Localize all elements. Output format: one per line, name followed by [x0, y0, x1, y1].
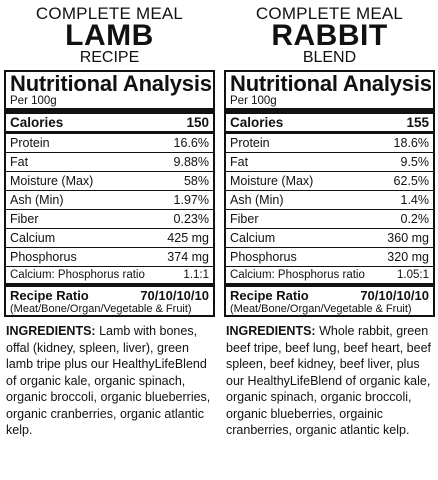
- nutrient-value: 320 mg: [387, 250, 429, 264]
- ingredients-label: INGREDIENTS:: [226, 324, 316, 338]
- rabbit-column: COMPLETE MEAL RABBIT BLEND Nutritional A…: [224, 0, 435, 437]
- nutrient-label: Fiber: [10, 212, 39, 226]
- ingredients-text: Lamb with bones, offal (kidney, spleen, …: [6, 324, 211, 437]
- recipe-ratio-detail: (Meat/Bone/Organ/Vegetable & Fruit): [10, 303, 192, 315]
- nutrient-label: Moisture (Max): [10, 174, 94, 188]
- nutrient-row: Calcium 360 mg: [226, 229, 433, 248]
- nutrient-value: 18.6%: [393, 136, 429, 150]
- thick-divider: [6, 108, 213, 114]
- nutrient-label: Moisture (Max): [230, 174, 314, 188]
- ratio-label: Calcium: Phosphorus ratio: [230, 269, 365, 281]
- nutrient-row: Calcium 425 mg: [6, 229, 213, 248]
- nutrient-row: Moisture (Max) 58%: [6, 172, 213, 191]
- nutrient-row: Fiber 0.2%: [226, 210, 433, 229]
- nutrient-row: Fat 9.5%: [226, 153, 433, 172]
- nutrient-value: 9.88%: [173, 155, 209, 169]
- ca-p-ratio-row: Calcium: Phosphorus ratio 1.05:1: [226, 267, 433, 287]
- nutrient-value: 374 mg: [167, 250, 209, 264]
- nutrient-row: Fiber 0.23%: [6, 210, 213, 229]
- recipe-ratio-label: Recipe Ratio: [230, 288, 309, 303]
- recipe-ratio-label: Recipe Ratio: [10, 288, 89, 303]
- serving-size: Per 100g: [10, 95, 57, 107]
- rabbit-nutrition-panel: Nutritional Analysis Per 100g Calories 1…: [224, 70, 435, 317]
- rabbit-header-sub: BLEND: [302, 49, 357, 66]
- calories-label: Calories: [10, 115, 64, 130]
- nutrient-row: Ash (Min) 1.4%: [226, 191, 433, 210]
- lamb-header: COMPLETE MEAL LAMB RECIPE: [4, 0, 215, 67]
- calories-row: Calories 150: [6, 114, 213, 134]
- nutrient-label: Ash (Min): [10, 193, 64, 207]
- rabbit-header: COMPLETE MEAL RABBIT BLEND: [224, 0, 435, 67]
- ingredients-text: Whole rabbit, green beef tripe, beef lun…: [226, 324, 432, 437]
- nutrient-label: Calcium: [230, 231, 276, 245]
- nutrient-row: Fat 9.88%: [6, 153, 213, 172]
- nutrient-label: Phosphorus: [10, 250, 77, 264]
- ratio-label: Calcium: Phosphorus ratio: [10, 269, 145, 281]
- ca-p-ratio-row: Calcium: Phosphorus ratio 1.1:1: [6, 267, 213, 287]
- nutrient-label: Protein: [230, 136, 270, 150]
- nutrient-value: 0.2%: [400, 212, 430, 226]
- calories-row: Calories 155: [226, 114, 433, 134]
- recipe-ratio: Recipe Ratio 70/10/10/10 (Meat/Bone/Orga…: [6, 287, 213, 316]
- rabbit-header-top: COMPLETE MEAL: [255, 4, 404, 23]
- nutrient-label: Fat: [230, 155, 249, 169]
- nutrient-row: Protein 18.6%: [226, 134, 433, 153]
- nutrient-value: 9.5%: [400, 155, 430, 169]
- lamb-header-top: COMPLETE MEAL: [35, 4, 184, 23]
- nutrient-label: Fiber: [230, 212, 259, 226]
- nutrient-value: 62.5%: [393, 174, 429, 188]
- nutrient-value: 16.6%: [173, 136, 209, 150]
- nutrient-value: 425 mg: [167, 231, 209, 245]
- nutrient-label: Phosphorus: [230, 250, 297, 264]
- rabbit-ingredients: INGREDIENTS: Whole rabbit, green beef tr…: [226, 323, 436, 439]
- nutrient-value: 1.4%: [400, 193, 430, 207]
- nutrition-title: Nutritional Analysis: [10, 71, 212, 96]
- serving-size: Per 100g: [230, 95, 277, 107]
- ratio-value: 1.1:1: [183, 269, 209, 281]
- nutrient-row: Ash (Min) 1.97%: [6, 191, 213, 210]
- lamb-ingredients: INGREDIENTS: Lamb with bones, offal (kid…: [6, 323, 216, 439]
- nutrient-value: 0.23%: [173, 212, 209, 226]
- recipe-ratio-value: 70/10/10/10: [140, 288, 209, 303]
- recipe-ratio: Recipe Ratio 70/10/10/10 (Meat/Bone/Orga…: [226, 287, 433, 316]
- lamb-header-name: LAMB: [65, 19, 154, 52]
- lamb-column: COMPLETE MEAL LAMB RECIPE Nutritional An…: [4, 0, 215, 437]
- calories-label: Calories: [230, 115, 284, 130]
- nutrient-label: Ash (Min): [230, 193, 284, 207]
- nutrient-value: 58%: [183, 174, 209, 188]
- recipe-ratio-value: 70/10/10/10: [360, 288, 429, 303]
- calories-value: 150: [186, 115, 209, 130]
- nutrient-label: Calcium: [10, 231, 56, 245]
- lamb-header-sub: RECIPE: [79, 49, 140, 66]
- nutrient-value: 1.97%: [173, 193, 209, 207]
- nutrient-row: Phosphorus 320 mg: [226, 248, 433, 267]
- nutrient-label: Protein: [10, 136, 50, 150]
- nutrient-row: Phosphorus 374 mg: [6, 248, 213, 267]
- thick-divider: [226, 108, 433, 114]
- lamb-nutrition-panel: Nutritional Analysis Per 100g Calories 1…: [4, 70, 215, 317]
- ingredients-label: INGREDIENTS:: [6, 324, 96, 338]
- calories-value: 155: [406, 115, 429, 130]
- ratio-value: 1.05:1: [397, 269, 429, 281]
- nutrient-label: Fat: [10, 155, 29, 169]
- nutrient-row: Protein 16.6%: [6, 134, 213, 153]
- nutrition-title: Nutritional Analysis: [230, 71, 432, 96]
- nutrient-row: Moisture (Max) 62.5%: [226, 172, 433, 191]
- nutrient-value: 360 mg: [387, 231, 429, 245]
- recipe-ratio-detail: (Meat/Bone/Organ/Vegetable & Fruit): [230, 303, 412, 315]
- rabbit-header-name: RABBIT: [271, 19, 388, 52]
